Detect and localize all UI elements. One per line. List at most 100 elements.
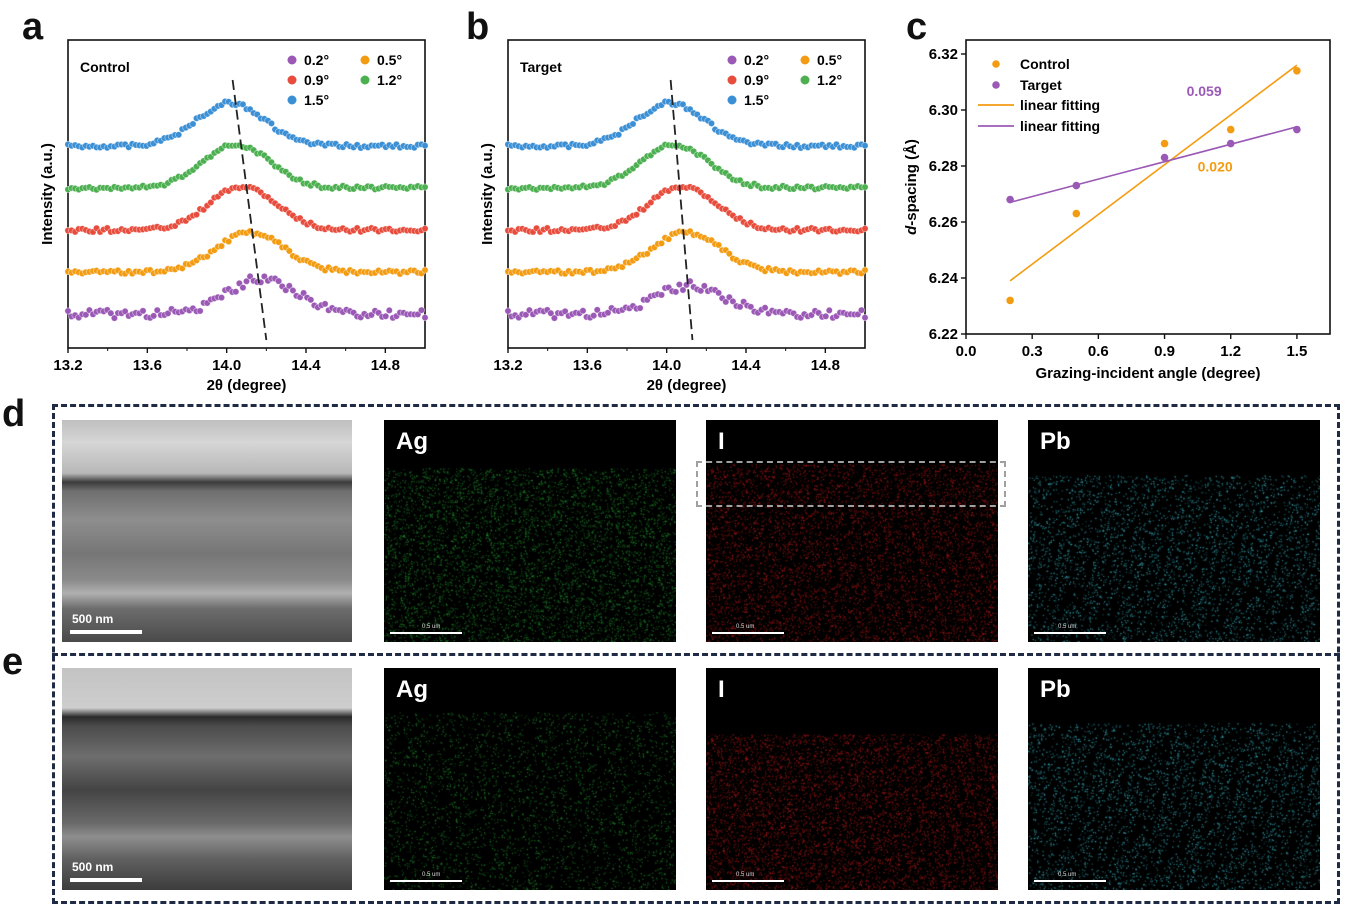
map-scale-label-i-e: 0.5 um (736, 872, 755, 878)
x-tick-label-4: 14.8 (811, 357, 840, 374)
data-point (192, 211, 201, 219)
map-scale-label-pb-d: 0.5 um (1058, 624, 1077, 630)
legend-label-fit-control: linear fitting (1020, 97, 1100, 113)
y-axis-label: Intensity (a.u.) (479, 143, 496, 245)
data-point (150, 312, 158, 320)
series-0.5° (64, 227, 429, 278)
legend-label-3: 1.2° (377, 72, 402, 88)
x-tick-label-0: 13.2 (493, 357, 522, 374)
peak-shift-guide (231, 79, 268, 341)
data-point (242, 277, 251, 285)
data-point (300, 289, 308, 297)
map-label-i-d: I (718, 428, 725, 455)
x-tick-label-2: 14.0 (212, 357, 241, 374)
x-tick-label-4: 1.2 (1220, 343, 1241, 360)
data-point (175, 131, 183, 139)
map-i-target: I 0.5 um (706, 668, 998, 890)
point-target-4 (1293, 125, 1301, 134)
legend-marker-4 (727, 95, 737, 105)
legend-marker-0 (727, 55, 737, 65)
legend-marker-2 (727, 75, 737, 85)
data-point (861, 314, 869, 322)
map-scale-label-i-d: 0.5 um (736, 624, 755, 630)
data-point (615, 131, 623, 139)
data-point (82, 311, 90, 319)
point-target-3 (1226, 139, 1235, 148)
map-scale-label-ag-e: 0.5 um (422, 872, 441, 878)
series-0.9° (64, 183, 429, 236)
data-point (153, 306, 161, 314)
plot-frame (67, 39, 426, 349)
legend-marker-3 (800, 75, 810, 85)
panel-letter-c: c (906, 6, 928, 48)
y-tick-label-2: 6.26 (929, 214, 958, 231)
map-scale-bar-pb-e (1034, 880, 1106, 882)
legend-marker-0 (287, 55, 297, 65)
x-tick-label-1: 0.3 (1022, 343, 1043, 360)
legend-marker-1 (800, 55, 810, 65)
sem-image-target: 500 nm (62, 668, 352, 890)
series-0.9° (504, 183, 869, 236)
data-point (761, 304, 769, 312)
data-point (275, 238, 283, 246)
legend-label-2: 0.9° (304, 72, 329, 88)
data-point (672, 288, 680, 296)
map-scale-label-pb-e: 0.5 um (1058, 872, 1077, 878)
map-pb-target: Pb 0.5 um (1028, 668, 1320, 890)
data-point (307, 296, 315, 304)
data-point (385, 306, 393, 314)
y-tick-label-4: 6.30 (929, 102, 958, 119)
fit-line-1 (1009, 126, 1298, 204)
data-point (561, 307, 569, 315)
legend-label-0: 0.2° (304, 52, 329, 68)
fit-line-0 (1009, 64, 1298, 282)
data-point (657, 291, 666, 299)
xrd-chart-control: 13.2 13.6 14.0 14.4 14.8 2θ (degree) Intensity… (39, 39, 429, 394)
data-point (700, 282, 708, 290)
data-point (550, 314, 558, 322)
data-point (107, 309, 115, 317)
data-point (225, 237, 233, 246)
data-point (421, 314, 429, 322)
point-control-0 (1006, 296, 1014, 305)
panel-letter-b: b (466, 6, 490, 48)
data-point (632, 211, 641, 219)
data-point (822, 312, 830, 320)
data-point (421, 183, 429, 191)
data-point (736, 303, 744, 311)
data-point (547, 309, 555, 317)
data-point (207, 198, 215, 207)
x-tick-label-5: 1.5 (1286, 343, 1307, 360)
point-target-0 (1006, 195, 1014, 204)
y-tick-label-0: 6.22 (929, 326, 958, 343)
xrd-chart-target: 13.2 13.6 14.0 14.4 14.8 2θ (degree) Intensity… (479, 39, 869, 394)
data-point (239, 100, 247, 108)
series-0.2° (64, 272, 429, 322)
x-axis-label: Grazing-incident angle (degree) (1035, 365, 1260, 382)
series-1.2° (504, 141, 869, 194)
x-tick-label-3: 14.4 (291, 357, 321, 374)
legend-marker-control (992, 60, 1000, 68)
plot-frame (507, 39, 866, 349)
series-1.5° (64, 97, 429, 152)
x-tick-label-3: 14.4 (731, 357, 761, 374)
sem-scale-bar-d (70, 630, 142, 634)
legend-label-1: 0.5° (817, 52, 842, 68)
map-scale-bar-i-d (712, 632, 784, 634)
y-axis-label: Intensity (a.u.) (39, 143, 56, 245)
data-point (593, 306, 601, 314)
slope-annotation-control: 0.020 (1198, 159, 1233, 175)
y-axis-label: d-spacing (Å) (903, 139, 920, 235)
data-point (861, 266, 869, 274)
data-point (285, 247, 293, 255)
highlight-box (696, 461, 1006, 507)
point-target-1 (1072, 181, 1081, 190)
y-tick-label-1: 6.24 (929, 270, 959, 287)
data-point (861, 225, 869, 233)
legend-label-control: Control (1020, 56, 1070, 72)
data-point (825, 306, 833, 314)
data-point (715, 289, 723, 297)
y-tick-label-3: 6.28 (929, 158, 958, 175)
map-pb-control: Pb 0.5 um (1028, 420, 1320, 642)
data-point (203, 253, 211, 261)
